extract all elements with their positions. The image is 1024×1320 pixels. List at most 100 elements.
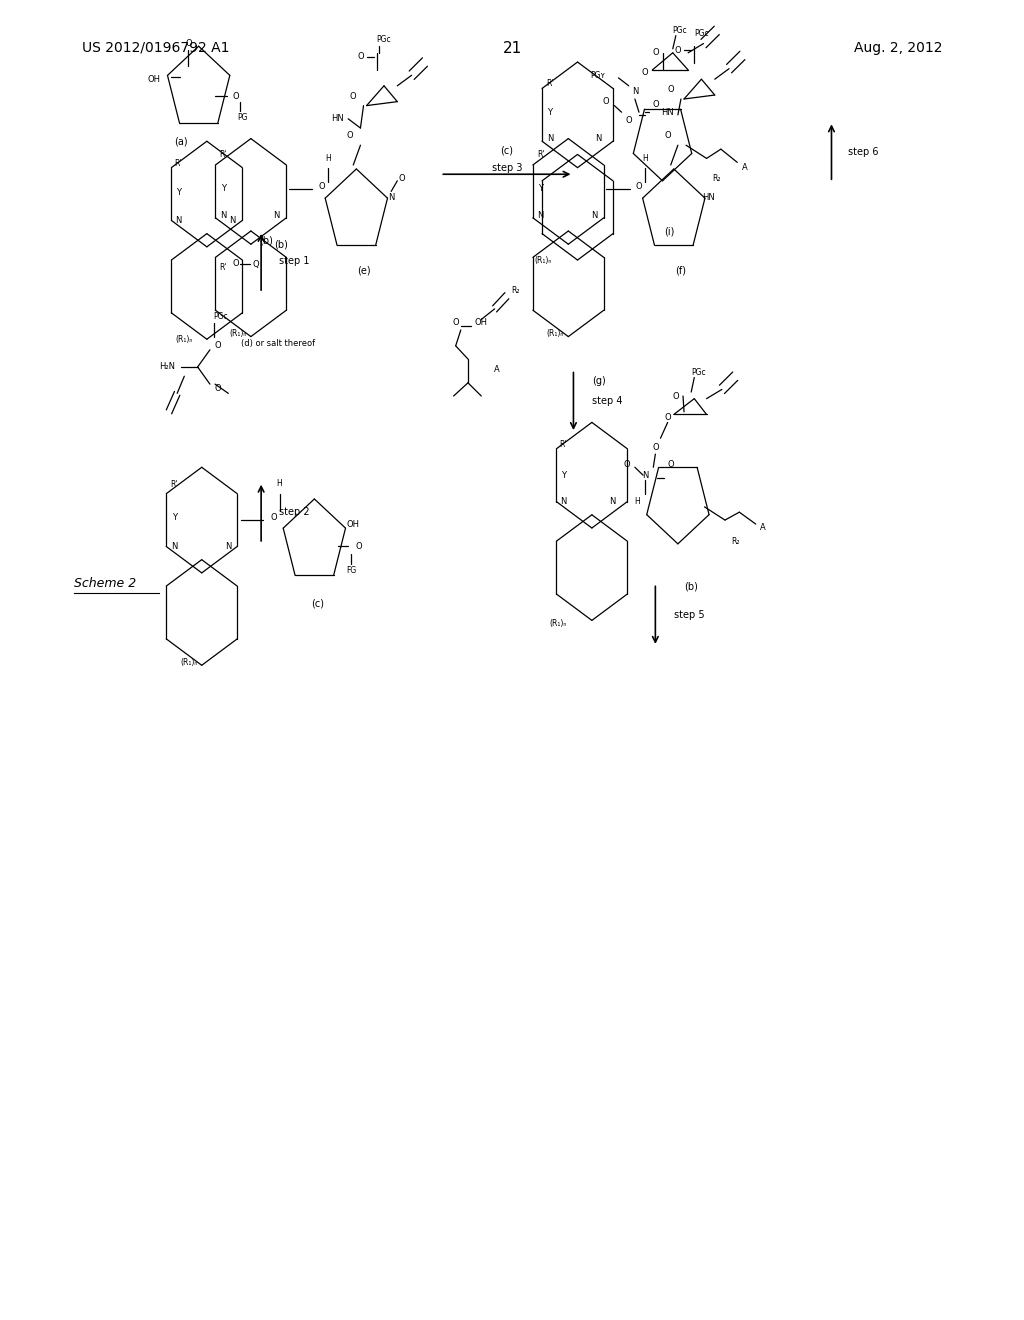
Text: Y: Y xyxy=(561,471,565,479)
Text: N: N xyxy=(595,135,601,143)
Text: H: H xyxy=(634,498,640,506)
Text: N: N xyxy=(560,498,566,506)
Text: H: H xyxy=(276,479,283,487)
Text: R': R' xyxy=(174,160,182,168)
Text: (i): (i) xyxy=(665,226,675,236)
Text: N: N xyxy=(609,498,615,506)
Text: R': R' xyxy=(546,79,554,87)
Text: N: N xyxy=(229,216,236,224)
Text: O: O xyxy=(398,174,404,182)
Text: Y: Y xyxy=(539,185,543,193)
Text: (c): (c) xyxy=(311,598,324,609)
Text: (R₁)ₙ: (R₁)ₙ xyxy=(176,335,193,343)
Text: H₂N: H₂N xyxy=(159,363,175,371)
Text: O: O xyxy=(215,384,221,392)
Text: N: N xyxy=(220,211,226,219)
Text: (b): (b) xyxy=(259,235,273,246)
Text: O: O xyxy=(624,461,630,469)
Text: R': R' xyxy=(559,441,567,449)
Text: OH: OH xyxy=(475,318,487,326)
Text: R₂: R₂ xyxy=(713,174,721,182)
Text: O: O xyxy=(355,543,361,550)
Text: (c): (c) xyxy=(501,145,513,156)
Text: O: O xyxy=(642,69,648,77)
Text: step 1: step 1 xyxy=(279,256,309,267)
Text: O: O xyxy=(453,318,459,326)
Text: O: O xyxy=(185,40,191,48)
Text: PG: PG xyxy=(238,114,248,121)
Text: step 3: step 3 xyxy=(492,162,522,173)
Text: O: O xyxy=(270,513,276,521)
Text: FG: FG xyxy=(346,566,356,574)
Text: PGᴄ: PGᴄ xyxy=(694,29,709,37)
Text: PGᴄ: PGᴄ xyxy=(691,368,706,376)
Text: O: O xyxy=(668,461,674,469)
Text: (d) or salt thereof: (d) or salt thereof xyxy=(241,339,314,347)
Text: O: O xyxy=(215,342,221,350)
Text: O: O xyxy=(318,182,325,190)
Text: H: H xyxy=(325,154,331,162)
Text: Y: Y xyxy=(172,513,176,521)
Text: OH: OH xyxy=(147,75,161,83)
Text: N: N xyxy=(225,543,231,550)
Text: HN: HN xyxy=(332,115,344,123)
Text: O: O xyxy=(652,49,658,57)
Text: Q: Q xyxy=(253,260,259,268)
Text: O: O xyxy=(652,100,658,108)
Text: N: N xyxy=(547,135,553,143)
Text: N: N xyxy=(538,211,544,219)
Text: Y: Y xyxy=(548,108,552,116)
Text: Y: Y xyxy=(221,185,225,193)
Text: PGᴄ: PGᴄ xyxy=(673,26,687,34)
Text: O: O xyxy=(668,86,674,94)
Text: (e): (e) xyxy=(356,265,371,276)
Text: N: N xyxy=(273,211,280,219)
Text: R': R' xyxy=(219,264,227,272)
Text: Aug. 2, 2012: Aug. 2, 2012 xyxy=(854,41,942,55)
Text: (f): (f) xyxy=(676,265,686,276)
Text: N: N xyxy=(388,194,394,202)
Text: (R₁)ₙ: (R₁)ₙ xyxy=(550,619,566,627)
Text: step 4: step 4 xyxy=(592,396,623,407)
Text: O: O xyxy=(675,46,681,54)
Text: O: O xyxy=(652,444,658,451)
Text: N: N xyxy=(632,87,638,95)
Text: PGʏ: PGʏ xyxy=(591,71,605,79)
Text: HN: HN xyxy=(662,108,674,116)
Text: R₂: R₂ xyxy=(731,537,739,545)
Text: (R₁)ₙ: (R₁)ₙ xyxy=(535,256,551,264)
Text: R': R' xyxy=(537,150,545,158)
Text: PGᴄ: PGᴄ xyxy=(377,36,391,44)
Text: O: O xyxy=(350,92,356,100)
Text: 21: 21 xyxy=(503,41,521,55)
Text: N: N xyxy=(591,211,597,219)
Text: O: O xyxy=(603,98,609,106)
Text: A: A xyxy=(760,524,766,532)
Text: (R₁)ₙ: (R₁)ₙ xyxy=(547,330,563,338)
Text: O: O xyxy=(665,132,671,140)
Text: A: A xyxy=(494,366,500,374)
Text: R': R' xyxy=(170,480,178,488)
Text: H: H xyxy=(642,154,648,162)
Text: step 2: step 2 xyxy=(279,507,309,517)
Text: O: O xyxy=(673,392,679,400)
Text: O: O xyxy=(357,53,364,61)
Text: O: O xyxy=(232,92,239,100)
Text: N: N xyxy=(175,216,181,224)
Text: (R₁)ₙ: (R₁)ₙ xyxy=(229,330,246,338)
Text: O: O xyxy=(626,116,632,124)
Text: (R₁)ₙ: (R₁)ₙ xyxy=(181,659,198,667)
Text: O: O xyxy=(636,182,642,190)
Text: A: A xyxy=(741,164,748,172)
Text: O: O xyxy=(232,260,239,268)
Text: step 6: step 6 xyxy=(848,147,879,157)
Text: HN: HN xyxy=(702,194,715,202)
Text: O: O xyxy=(347,132,353,140)
Text: R₂: R₂ xyxy=(511,286,519,294)
Text: (b): (b) xyxy=(274,239,289,249)
Text: R': R' xyxy=(219,150,227,158)
Text: step 5: step 5 xyxy=(674,610,705,620)
Text: (g): (g) xyxy=(592,376,605,387)
Text: N: N xyxy=(171,543,177,550)
Text: O: O xyxy=(665,413,671,421)
